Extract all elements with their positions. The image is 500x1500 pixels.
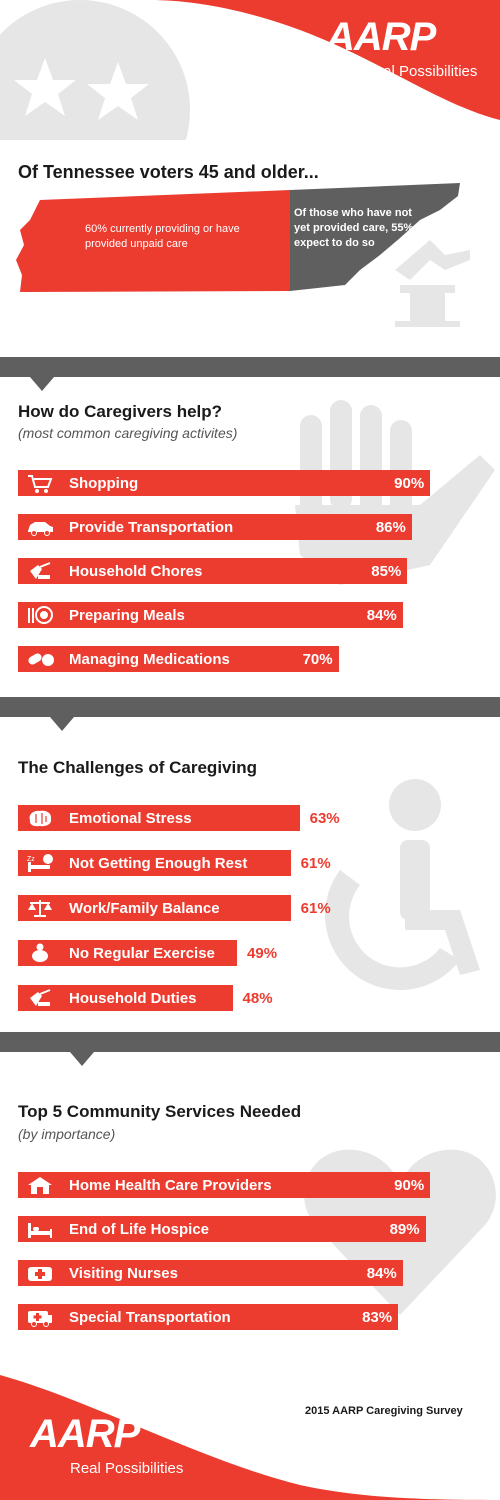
bar-value-label: 89%	[389, 1221, 420, 1238]
bar-value-label: 61%	[300, 855, 331, 872]
footer-logo: AARP	[30, 1412, 140, 1456]
chart1-title: How do Caregivers help?	[18, 402, 223, 421]
bar-category-label: Emotional Stress	[69, 810, 192, 827]
bar-value-label: 84%	[366, 1265, 397, 1282]
chart-bar: Shopping 90%	[18, 470, 431, 496]
bar-value-label: 49%	[247, 945, 278, 962]
bar-category-label: No Regular Exercise	[69, 945, 215, 962]
chart-bar: Household Chores 85%	[18, 558, 408, 584]
bar-category-label: Work/Family Balance	[69, 900, 220, 917]
chart-bar: Zz Not Getting Enough Rest 61%	[18, 850, 331, 876]
ambulance-icon	[28, 1311, 52, 1327]
chart-bar: No Regular Exercise 49%	[18, 940, 277, 966]
chart2-title: The Challenges of Caregiving	[18, 758, 257, 777]
chart-bar: Home Health Care Providers 90%	[18, 1172, 431, 1198]
chart-bar: Visiting Nurses 84%	[18, 1260, 403, 1286]
bar-category-label: Home Health Care Providers	[69, 1177, 272, 1194]
house-icon	[28, 1177, 52, 1194]
bed-icon	[28, 1223, 52, 1238]
scale-icon	[28, 900, 52, 917]
bar-category-label: Household Duties	[69, 990, 197, 1007]
meal-icon	[28, 606, 53, 624]
bar-value-label: 85%	[371, 563, 402, 580]
person-icon	[32, 943, 48, 962]
divider-pointer	[70, 1052, 94, 1066]
bar-value-label: 90%	[394, 475, 425, 492]
bar-value-label: 63%	[309, 810, 340, 827]
bar-category-label: Preparing Meals	[69, 607, 185, 624]
bar-category-label: Household Chores	[69, 563, 203, 580]
wheelchair-watermark-icon	[325, 779, 480, 990]
chart-bar: Household Duties 48%	[18, 985, 273, 1011]
bar-category-label: Visiting Nurses	[69, 1265, 178, 1282]
header-background	[0, 0, 500, 140]
chart-bar: Managing Medications 70%	[18, 646, 339, 672]
bar-category-label: End of Life Hospice	[69, 1221, 210, 1238]
sleep-icon: Zz	[27, 854, 53, 872]
chart-bar: Special Transportation 83%	[18, 1304, 399, 1330]
medkit-icon	[28, 1267, 52, 1281]
svg-text:Zz: Zz	[27, 856, 35, 863]
bar-category-label: Managing Medications	[69, 651, 230, 668]
bar-value-label: 84%	[366, 607, 397, 624]
intro-left-text: 60% currently providing or have provided…	[85, 223, 240, 250]
section-divider	[0, 697, 500, 717]
divider-pointer	[30, 377, 54, 391]
chart-bar: End of Life Hospice 89%	[18, 1216, 426, 1242]
chart-bar: Work/Family Balance 61%	[18, 895, 331, 921]
chart3-bars: Home Health Care Providers 90% End of Life…	[0, 1172, 500, 1352]
bar-category-label: Special Transportation	[69, 1309, 231, 1326]
header-tagline: Real Possibilities	[364, 63, 478, 80]
tennessee-map	[16, 183, 470, 327]
pills-icon	[28, 653, 54, 666]
chart3-subtitle: (by importance)	[18, 1126, 116, 1142]
bar-category-label: Provide Transportation	[69, 519, 234, 536]
footer-tagline: Real Possibilities	[70, 1460, 184, 1477]
bar-value-label: 61%	[300, 900, 331, 917]
chart-bar: Preparing Meals 84%	[18, 602, 403, 628]
divider-pointer	[50, 717, 74, 731]
section-divider	[0, 357, 500, 377]
bar-value-label: 90%	[394, 1177, 425, 1194]
footer-background	[0, 1375, 500, 1500]
section-divider	[0, 1032, 500, 1052]
brain-icon	[29, 810, 52, 827]
car-icon	[28, 522, 53, 536]
survey-source: 2015 AARP Caregiving Survey	[305, 1405, 463, 1417]
bar-value-label: 70%	[302, 651, 333, 668]
chart1-subtitle: (most common caregiving activites)	[18, 425, 238, 441]
header-logo: AARP	[326, 15, 436, 59]
chart-bar: Provide Transportation 86%	[18, 514, 412, 540]
bar-category-label: Not Getting Enough Rest	[69, 855, 248, 872]
bar-category-label: Shopping	[69, 475, 139, 492]
cleaning-icon	[30, 989, 51, 1006]
bar-value-label: 86%	[375, 519, 406, 536]
bar-value-label: 48%	[242, 990, 273, 1007]
chart3-title: Top 5 Community Services Needed	[18, 1102, 302, 1121]
chart-bar: Emotional Stress 63%	[18, 805, 340, 831]
intro-title: Of Tennessee voters 45 and older...	[18, 162, 319, 182]
cleaning-icon	[30, 562, 51, 579]
chart2-bars: Emotional Stress 63% Zz Not Getting Enough …	[0, 805, 500, 1025]
chart1-bars: Shopping 90% Provide Transportation 86% Hous…	[0, 470, 500, 690]
intro-right-text: Of those who have not yet provided care,…	[294, 207, 414, 249]
cart-icon	[28, 475, 53, 493]
bar-value-label: 83%	[362, 1309, 393, 1326]
